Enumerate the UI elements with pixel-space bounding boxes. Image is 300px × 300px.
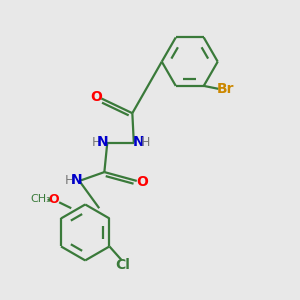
Text: CH₃: CH₃ [30,194,51,204]
Text: O: O [136,175,148,189]
Text: Cl: Cl [115,258,130,272]
Text: N: N [70,173,82,187]
Text: H: H [141,136,150,148]
Text: Br: Br [217,82,234,96]
Text: O: O [90,90,102,104]
Text: H: H [65,174,75,187]
Text: N: N [97,135,109,149]
Text: H: H [92,136,101,148]
Text: N: N [132,135,144,149]
Text: O: O [48,194,59,206]
